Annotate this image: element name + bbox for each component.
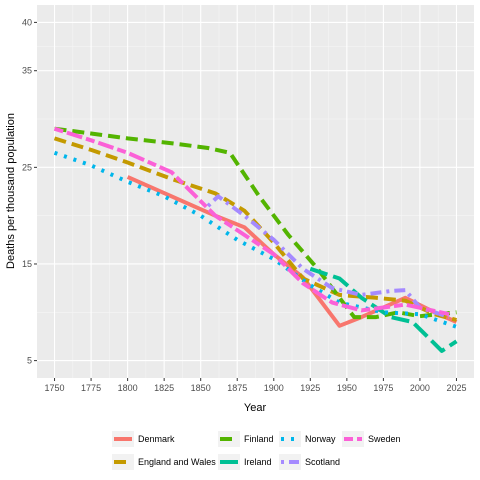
y-axis: 5 15 25 35 40: [22, 17, 37, 366]
legend-label-scotland: Scotland: [305, 457, 340, 467]
x-tick-label: 2000: [410, 383, 430, 393]
x-tick-label: 1875: [227, 383, 247, 393]
legend-label-england-and-wales: England and Wales: [138, 457, 216, 467]
x-tick-label: 1825: [154, 383, 174, 393]
grid-major: [37, 5, 474, 378]
x-tick-label: 1975: [373, 383, 393, 393]
x-tick-label: 2025: [446, 383, 466, 393]
x-tick-label: 1950: [337, 383, 357, 393]
y-tick-label: 15: [22, 259, 32, 269]
series-line-finland: [54, 126, 457, 320]
legend-label-denmark: Denmark: [138, 434, 175, 444]
series-layer: [53, 126, 458, 353]
legend-label-sweden: Sweden: [368, 434, 401, 444]
y-tick-label: 25: [22, 162, 32, 172]
x-tick-label: 1800: [118, 383, 138, 393]
legend-key-bg-norway: [279, 431, 301, 447]
legend-label-ireland: Ireland: [244, 457, 272, 467]
legend-label-finland: Finland: [244, 434, 274, 444]
x-axis-title: Year: [244, 402, 267, 414]
x-tick-label: 1925: [300, 383, 320, 393]
series-line-scotland: [206, 194, 450, 320]
y-tick-label: 35: [22, 66, 32, 76]
legend-label-norway: Norway: [305, 434, 336, 444]
series-line-norway: [53, 150, 458, 329]
series-line-ireland: [309, 266, 458, 353]
x-axis: 1750 1775 1800 1825 1850 1875 1900 1925 1950 1975…: [45, 378, 466, 393]
x-tick-label: 1750: [45, 383, 65, 393]
legend: Denmark England and Wales Finland Ireland No…: [112, 431, 401, 470]
x-tick-label: 1850: [191, 383, 211, 393]
x-tick-label: 1775: [81, 383, 101, 393]
x-tick-label: 1900: [264, 383, 284, 393]
y-tick-label: 40: [22, 17, 32, 27]
series-line-england-and-wales: [53, 136, 458, 322]
series-line-sweden: [53, 126, 450, 317]
y-axis-title: Deaths per thousand population: [5, 113, 17, 269]
y-tick-label: 5: [27, 356, 32, 366]
